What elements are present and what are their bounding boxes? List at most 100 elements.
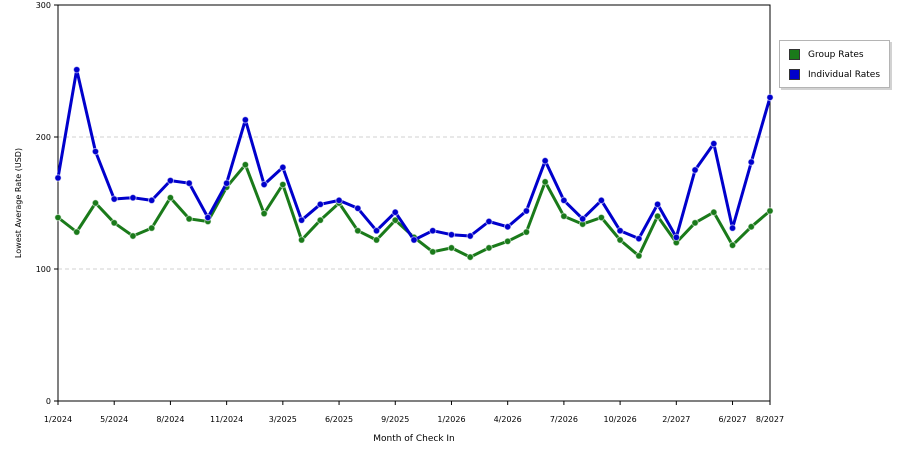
y-tick-label: 200 xyxy=(36,133,51,142)
data-point-individual-rates xyxy=(447,230,456,239)
x-tick-label: 6/2027 xyxy=(718,415,746,424)
plot-frame xyxy=(57,4,771,402)
data-point-group-rates xyxy=(147,224,156,232)
legend-label-individual-rates: Individual Rates xyxy=(808,69,881,80)
x-tick-label: 6/2025 xyxy=(325,415,353,424)
data-point-group-rates xyxy=(447,244,456,252)
data-point-group-rates xyxy=(522,228,531,236)
x-axis-title: Month of Check In xyxy=(373,434,455,444)
data-point-individual-rates xyxy=(73,65,81,74)
data-point-individual-rates xyxy=(616,227,624,235)
data-point-group-rates xyxy=(166,194,175,202)
data-point-individual-rates xyxy=(466,232,474,240)
data-point-group-rates xyxy=(54,213,62,222)
data-point-individual-rates xyxy=(522,207,531,215)
data-point-individual-rates xyxy=(316,200,325,209)
data-point-individual-rates xyxy=(541,157,549,165)
data-point-individual-rates xyxy=(597,196,606,205)
data-point-group-rates xyxy=(129,232,137,240)
legend-swatch-individual-rates xyxy=(789,69,800,80)
data-point-group-rates xyxy=(635,252,643,260)
data-point-individual-rates xyxy=(335,196,343,205)
data-point-group-rates xyxy=(728,241,737,249)
data-point-individual-rates xyxy=(578,215,587,223)
data-point-individual-rates xyxy=(766,93,774,102)
series-individual-rates xyxy=(54,65,774,244)
legend-item-group-rates: Group Rates xyxy=(789,49,864,60)
data-point-group-rates xyxy=(691,219,699,227)
data-point-individual-rates xyxy=(485,217,493,226)
data-point-group-rates xyxy=(316,216,325,224)
data-point-group-rates xyxy=(110,219,118,227)
data-point-group-rates xyxy=(653,212,662,220)
data-point-individual-rates xyxy=(147,196,156,205)
data-point-group-rates xyxy=(297,236,306,244)
data-point-group-rates xyxy=(747,223,755,231)
data-point-individual-rates xyxy=(110,195,118,203)
x-tick-label: 1/2026 xyxy=(437,415,465,424)
x-tick-label: 9/2025 xyxy=(381,415,409,424)
x-tick-label: 3/2025 xyxy=(269,415,297,424)
data-point-individual-rates xyxy=(653,200,662,209)
data-point-individual-rates xyxy=(560,196,568,205)
y-tick-label: 300 xyxy=(36,1,51,10)
data-point-group-rates xyxy=(354,227,362,235)
x-tick-label: 11/2024 xyxy=(210,415,243,424)
data-point-individual-rates xyxy=(429,227,437,235)
data-point-group-rates xyxy=(73,228,81,236)
data-point-group-rates xyxy=(597,213,606,222)
data-point-individual-rates xyxy=(204,213,212,222)
series-group-rates xyxy=(54,161,774,261)
legend-swatch-group-rates xyxy=(789,49,800,60)
data-point-group-rates xyxy=(560,212,568,220)
data-point-individual-rates xyxy=(372,227,381,235)
data-point-individual-rates xyxy=(503,223,512,231)
data-point-individual-rates xyxy=(691,166,699,174)
y-tick-label: 100 xyxy=(36,265,51,274)
data-point-individual-rates xyxy=(166,176,175,185)
series-line-individual-rates xyxy=(56,68,772,242)
x-tick-label: 8/2024 xyxy=(156,415,184,424)
legend: Group Rates Individual Rates xyxy=(779,40,890,88)
data-point-group-rates xyxy=(260,209,268,218)
x-tick-label: 5/2024 xyxy=(100,415,128,424)
data-point-individual-rates xyxy=(279,163,287,172)
x-tick-label: 7/2026 xyxy=(550,415,578,424)
x-tick-label: 1/2024 xyxy=(44,415,72,424)
legend-item-individual-rates: Individual Rates xyxy=(789,69,880,80)
data-point-individual-rates xyxy=(222,179,231,187)
data-point-group-rates xyxy=(279,180,287,189)
data-point-group-rates xyxy=(766,207,774,215)
x-tick-label: 10/2026 xyxy=(603,415,636,424)
data-point-individual-rates xyxy=(672,233,681,242)
data-point-individual-rates xyxy=(354,204,362,212)
data-point-group-rates xyxy=(391,216,399,224)
data-point-group-rates xyxy=(91,199,100,207)
x-tick-label: 4/2026 xyxy=(494,415,522,424)
data-point-individual-rates xyxy=(710,139,718,148)
data-point-group-rates xyxy=(429,248,437,256)
data-point-individual-rates xyxy=(129,194,137,202)
data-point-group-rates xyxy=(372,236,381,244)
data-point-individual-rates xyxy=(391,208,399,216)
legend-label-group-rates: Group Rates xyxy=(808,49,864,60)
x-tick-label: 8/2027 xyxy=(756,415,784,424)
data-point-individual-rates xyxy=(91,147,100,156)
data-point-individual-rates xyxy=(728,224,737,232)
data-point-group-rates xyxy=(710,208,718,216)
data-point-individual-rates xyxy=(185,179,193,187)
data-point-group-rates xyxy=(485,244,493,252)
data-point-group-rates xyxy=(466,253,474,261)
data-point-individual-rates xyxy=(410,236,418,244)
data-point-individual-rates xyxy=(241,116,250,124)
data-point-individual-rates xyxy=(747,158,755,166)
data-point-individual-rates xyxy=(635,234,643,243)
data-point-individual-rates xyxy=(54,174,62,182)
data-point-group-rates xyxy=(503,237,512,245)
data-point-group-rates xyxy=(241,161,250,169)
y-axis-title: Lowest Average Rate (USD) xyxy=(14,148,23,258)
data-point-group-rates xyxy=(185,215,193,223)
data-point-individual-rates xyxy=(297,216,306,224)
